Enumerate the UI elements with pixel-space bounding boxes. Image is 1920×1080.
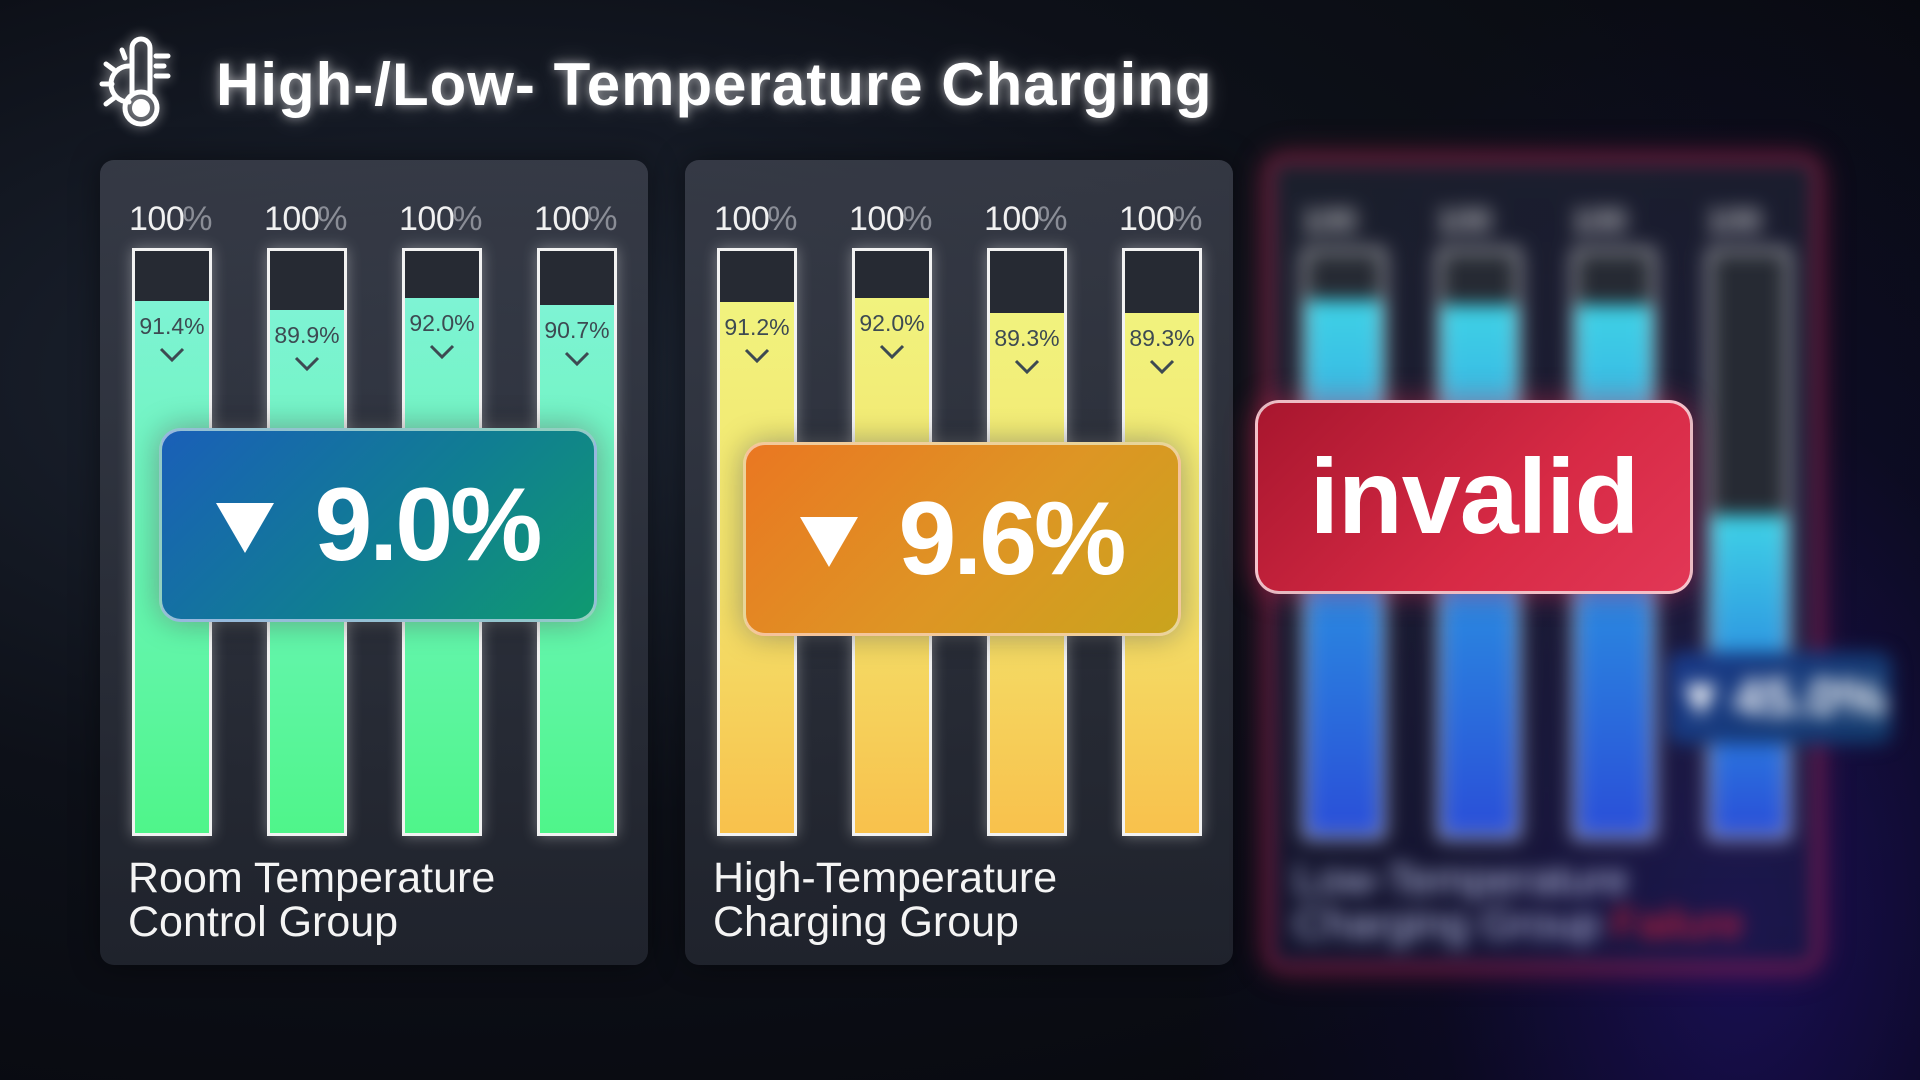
high-decline-value: 9.6%	[898, 480, 1126, 597]
low-decline-value: 45.0%	[1733, 668, 1887, 728]
high-bar-4-max-label: 100%	[1119, 200, 1202, 239]
room-group-label-line1: Room Temperature	[128, 854, 496, 902]
low-decline-arrow: ▼	[1673, 668, 1728, 728]
room-bar-2-max-unit: %	[317, 200, 347, 238]
room-bar-1-max-value: 100	[129, 200, 185, 238]
room-bar-2-max-label: 100%	[264, 200, 347, 239]
low-bar-1-max-label: 100	[1301, 202, 1357, 241]
high-bar-1-value: 91.2%	[724, 314, 790, 340]
low-decline-badge: ▼ 45.0%	[1668, 652, 1892, 744]
chevron-down-icon	[429, 344, 455, 360]
room-group-label-line2: Control Group	[128, 898, 399, 946]
header: High-/Low- Temperature Charging	[96, 34, 1213, 134]
chevron-down-icon	[1149, 359, 1175, 375]
chevron-down-icon	[1014, 359, 1040, 375]
low-bar-3-max-label: 100	[1571, 202, 1627, 241]
thermometer-sun-icon	[99, 36, 171, 127]
room-bar-3-max-label: 100%	[399, 200, 482, 239]
high-temperature-panel: 100% 91.2% 100% 92.0% 100% 89.3% 100% 89.3% 9.6…	[685, 160, 1233, 965]
high-group-label-line2: Charging Group	[713, 898, 1019, 946]
room-decline-value: 9.0%	[314, 466, 542, 583]
room-bar-4-max-unit: %	[587, 200, 617, 238]
low-group-label-line1: Low-Temperature	[1294, 856, 1629, 904]
room-bar-3-max-unit: %	[452, 200, 482, 238]
page-title: High-/Low- Temperature Charging	[216, 50, 1213, 118]
room-decline-badge: 9.0%	[159, 428, 597, 622]
chevron-down-icon	[744, 348, 770, 364]
high-bar-3-value: 89.3%	[994, 325, 1060, 351]
room-bar-3-max-value: 100	[399, 200, 455, 238]
low-group-label-line2-text: Charging Group	[1294, 900, 1600, 948]
down-triangle-icon	[800, 517, 859, 567]
room-temperature-panel: 100% 91.4% 100% 89.9% 100% 92.0% 100% 90.7% 9.0…	[100, 160, 648, 965]
room-bar-1-max-unit: %	[182, 200, 212, 238]
high-bar-2-max-value: 100	[849, 200, 905, 238]
room-group-label: Room Temperature Control Group	[128, 856, 495, 944]
low-group-label: Low-Temperature Charging Group Failure	[1294, 858, 1743, 946]
high-group-label: High-Temperature Charging Group	[713, 856, 1057, 944]
high-bar-2-max-label: 100%	[849, 200, 932, 239]
room-bar-4-max-label: 100%	[534, 200, 617, 239]
high-bar-1-max-label: 100%	[714, 200, 797, 239]
invalid-badge: invalid	[1255, 400, 1693, 594]
low-bar-4-max-value: 100	[1706, 202, 1762, 240]
low-bar-4-max-label: 100	[1706, 202, 1762, 241]
low-bar-4-frame	[1709, 250, 1789, 838]
low-group-label-line2: Charging Group Failure	[1294, 902, 1743, 946]
low-bar-2-max-value: 100	[1436, 202, 1492, 240]
room-bar-3-value: 92.0%	[409, 310, 475, 336]
room-bar-1-value: 91.4%	[139, 313, 205, 339]
high-bar-3-max-unit: %	[1037, 200, 1067, 238]
high-bar-4-value: 89.3%	[1129, 325, 1195, 351]
high-group-label-line1: High-Temperature	[713, 854, 1058, 902]
high-bar-2-max-unit: %	[902, 200, 932, 238]
low-bar-2-max-label: 100	[1436, 202, 1492, 241]
down-triangle-icon	[216, 503, 275, 553]
low-bar-1-max-value: 100	[1301, 202, 1357, 240]
high-bar-1-max-value: 100	[714, 200, 770, 238]
failure-status: Failure	[1611, 900, 1744, 948]
high-bar-3-max-value: 100	[984, 200, 1040, 238]
chevron-down-icon	[564, 351, 590, 367]
room-bar-1-max-label: 100%	[129, 200, 212, 239]
chevron-down-icon	[294, 356, 320, 372]
chevron-down-icon	[879, 344, 905, 360]
high-bar-1-max-unit: %	[767, 200, 797, 238]
high-bar-2-value: 92.0%	[859, 310, 925, 336]
room-bar-4-max-value: 100	[534, 200, 590, 238]
room-bar-2-max-value: 100	[264, 200, 320, 238]
chevron-down-icon	[159, 347, 185, 363]
low-bar-3-max-value: 100	[1571, 202, 1627, 240]
high-decline-badge: 9.6%	[743, 442, 1181, 636]
high-bar-4-max-value: 100	[1119, 200, 1175, 238]
high-bar-3-max-label: 100%	[984, 200, 1067, 239]
room-bar-2-value: 89.9%	[274, 322, 340, 348]
high-bar-4-max-unit: %	[1172, 200, 1202, 238]
room-bar-4-value: 90.7%	[544, 317, 610, 343]
